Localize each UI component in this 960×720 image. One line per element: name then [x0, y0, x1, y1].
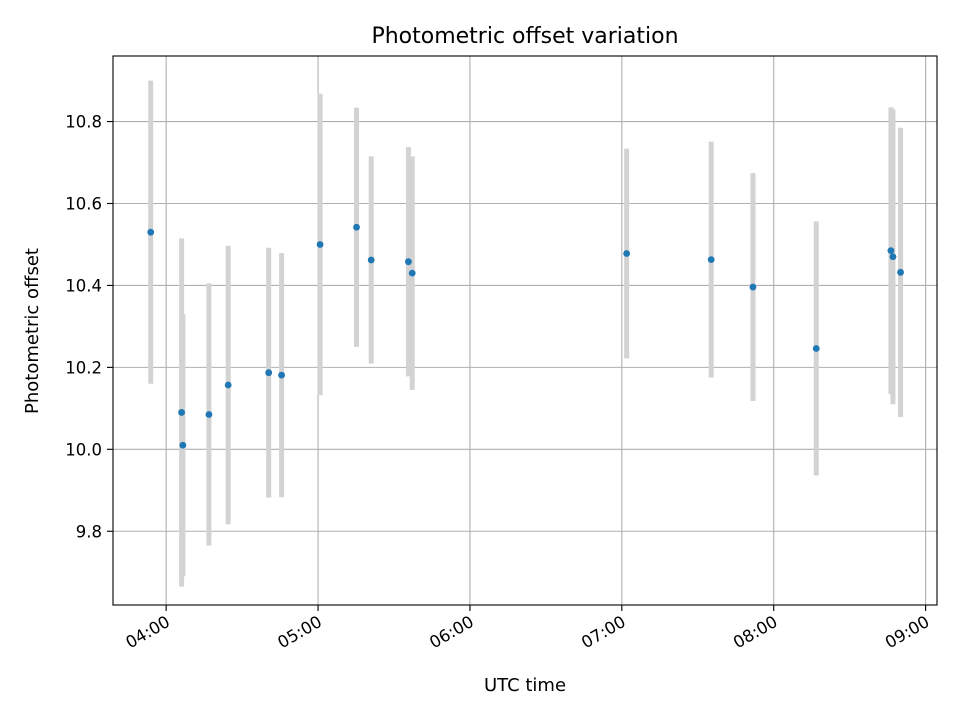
y-tick-label: 9.8 — [76, 522, 102, 541]
y-axis-label: Photometric offset — [22, 248, 43, 414]
data-point — [224, 381, 232, 389]
data-point — [147, 228, 155, 236]
data-point — [265, 369, 273, 377]
data-point — [408, 269, 416, 277]
data-point — [897, 268, 904, 276]
data-point — [179, 441, 187, 449]
data-point — [707, 256, 715, 264]
y-tick-label: 10.0 — [65, 440, 102, 459]
y-tick-label: 10.2 — [65, 358, 102, 377]
data-point — [316, 241, 324, 248]
data-point — [178, 409, 186, 416]
y-tick-label: 10.8 — [65, 113, 102, 132]
y-axis-ticks: 9.8 10.0 10.2 10.4 10.6 10.8 — [65, 113, 113, 541]
y-tick-label: 10.6 — [65, 194, 102, 213]
data-point — [353, 223, 360, 231]
data-point — [812, 345, 820, 352]
x-axis-label: UTC time — [484, 675, 566, 696]
y-tick-label: 10.4 — [65, 276, 102, 295]
data-point — [749, 283, 757, 291]
data-points — [147, 223, 904, 449]
data-point — [405, 258, 412, 266]
data-point — [278, 371, 285, 379]
plot-frame — [112, 55, 938, 606]
data-point — [205, 411, 213, 418]
data-point — [623, 250, 631, 257]
data-point — [889, 253, 897, 261]
chart-title: Photometric offset variation — [371, 24, 678, 49]
data-point — [887, 247, 895, 255]
data-point — [367, 256, 375, 264]
